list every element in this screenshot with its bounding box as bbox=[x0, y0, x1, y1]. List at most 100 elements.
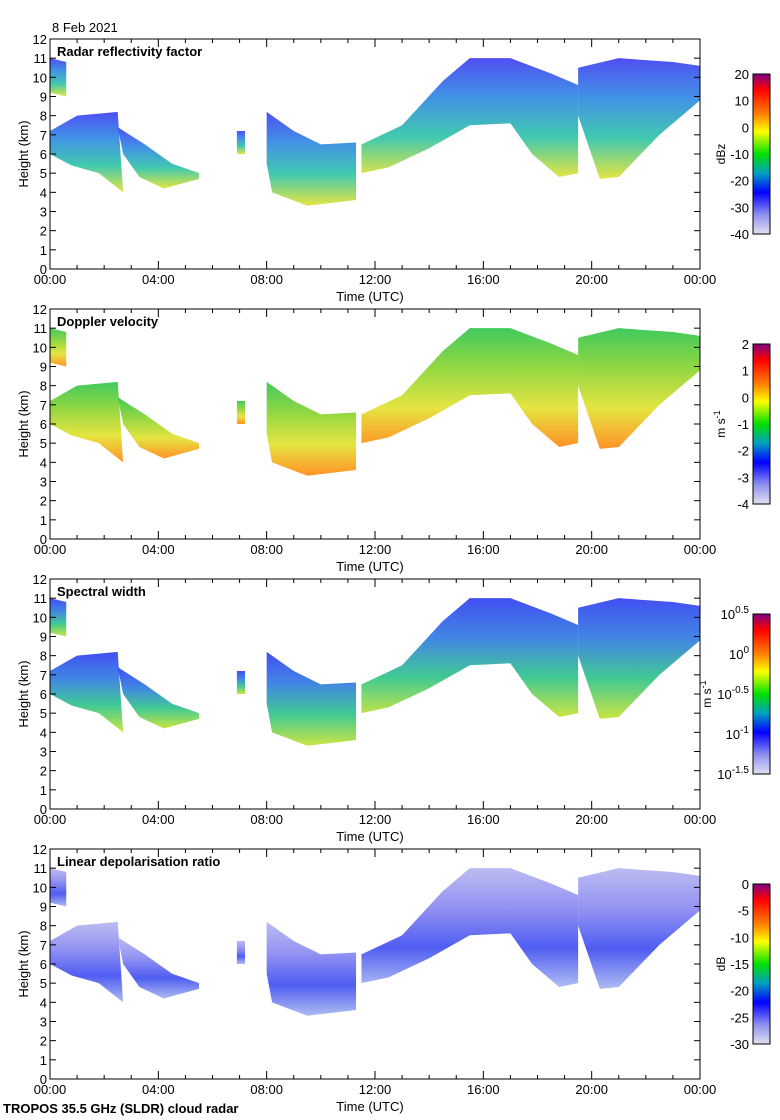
x-tick-label: 08:00 bbox=[250, 812, 283, 827]
cloud-region bbox=[236, 941, 245, 964]
cloud-region bbox=[117, 937, 199, 999]
y-tick-label: 2 bbox=[40, 494, 47, 509]
y-tick-label: 9 bbox=[40, 360, 47, 375]
x-tick-label: 16:00 bbox=[467, 812, 500, 827]
y-axis-label: Height (km) bbox=[16, 660, 31, 727]
x-tick-label: 00:00 bbox=[34, 542, 67, 557]
x-tick-label: 04:00 bbox=[142, 542, 175, 557]
y-tick-label: 3 bbox=[40, 205, 47, 220]
y-axis-label: Height (km) bbox=[16, 390, 31, 457]
x-tick-label: 00:00 bbox=[684, 542, 717, 557]
y-tick-label: 11 bbox=[34, 861, 48, 876]
y-tick-label: 5 bbox=[40, 166, 47, 181]
y-tick-label: 8 bbox=[40, 919, 47, 934]
x-axis-label: Time (UTC) bbox=[336, 829, 403, 844]
colorbar bbox=[752, 613, 771, 775]
y-tick-label: 3 bbox=[40, 745, 47, 760]
panel-title: Linear depolarisation ratio bbox=[57, 854, 220, 869]
exponent: -1 bbox=[740, 725, 749, 736]
x-tick-label: 16:00 bbox=[467, 272, 500, 287]
x-tick-label: 04:00 bbox=[142, 812, 175, 827]
y-tick-label: 1 bbox=[40, 1053, 47, 1068]
cloud-region bbox=[266, 651, 357, 746]
colorbar-tick-label: -25 bbox=[730, 1010, 749, 1025]
y-tick-label: 8 bbox=[40, 109, 47, 124]
colorbar-tick-label: 2 bbox=[742, 337, 749, 352]
y-tick-label: 6 bbox=[40, 687, 47, 702]
x-tick-label: 12:00 bbox=[359, 542, 392, 557]
exponent: -1 bbox=[698, 680, 708, 688]
panel-title: Spectral width bbox=[57, 584, 146, 599]
y-tick-label: 11 bbox=[34, 51, 48, 66]
y-tick-label: 0 bbox=[40, 802, 47, 817]
colorbar-tick-label: -1 bbox=[737, 417, 749, 432]
cloud-region bbox=[361, 598, 579, 717]
x-tick-label: 08:00 bbox=[250, 1082, 283, 1097]
exponent: 0.5 bbox=[735, 605, 749, 616]
y-tick-label: 12 bbox=[33, 302, 47, 317]
y-tick-label: 11 bbox=[34, 591, 48, 606]
y-tick-label: 8 bbox=[40, 379, 47, 394]
x-tick-label: 20:00 bbox=[575, 812, 608, 827]
colorbar-tick-label: 0 bbox=[742, 877, 749, 892]
x-tick-label: 12:00 bbox=[359, 812, 392, 827]
colorbar-label: m s-1 bbox=[698, 680, 714, 707]
y-tick-label: 5 bbox=[40, 976, 47, 991]
y-tick-label: 1 bbox=[40, 243, 47, 258]
x-tick-label: 00:00 bbox=[684, 1082, 717, 1097]
colorbar bbox=[752, 73, 771, 235]
cloud-region bbox=[578, 58, 700, 179]
y-axis-label: Height (km) bbox=[16, 120, 31, 187]
exponent: 0 bbox=[743, 645, 749, 656]
cloud-region bbox=[266, 381, 357, 476]
colorbar-tick-label: 0 bbox=[742, 120, 749, 135]
x-tick-label: 08:00 bbox=[250, 272, 283, 287]
colorbar-tick-label: 20 bbox=[735, 67, 749, 82]
colorbar-tick-label: -2 bbox=[737, 444, 749, 459]
y-tick-label: 10 bbox=[33, 70, 47, 85]
colorbar-tick-label: -15 bbox=[730, 957, 749, 972]
colorbar-tick-label: -10 bbox=[730, 930, 749, 945]
y-tick-label: 4 bbox=[40, 725, 47, 740]
y-tick-label: 10 bbox=[33, 880, 47, 895]
y-axis-label: Height (km) bbox=[16, 930, 31, 997]
y-tick-label: 7 bbox=[40, 128, 47, 143]
colorbar-tick-label: -20 bbox=[730, 984, 749, 999]
cloud-region bbox=[117, 667, 199, 729]
y-tick-label: 7 bbox=[40, 668, 47, 683]
x-tick-label: 00:00 bbox=[684, 812, 717, 827]
cloud-region bbox=[50, 868, 67, 907]
y-tick-label: 9 bbox=[40, 90, 47, 105]
cloud-region bbox=[361, 868, 579, 987]
y-tick-label: 7 bbox=[40, 398, 47, 413]
y-tick-label: 3 bbox=[40, 475, 47, 490]
colorbar-tick-label: -10 bbox=[730, 147, 749, 162]
cloud-region bbox=[236, 131, 245, 154]
x-tick-label: 16:00 bbox=[467, 1082, 500, 1097]
y-tick-label: 6 bbox=[40, 957, 47, 972]
y-tick-label: 8 bbox=[40, 649, 47, 664]
x-tick-label: 20:00 bbox=[575, 542, 608, 557]
cloud-region bbox=[266, 921, 357, 1016]
cloud-region bbox=[117, 127, 199, 189]
colorbar-tick-label: 100 bbox=[729, 645, 749, 662]
y-tick-label: 11 bbox=[34, 321, 48, 336]
y-tick-label: 3 bbox=[40, 1015, 47, 1030]
y-tick-label: 12 bbox=[33, 842, 47, 857]
x-tick-label: 00:00 bbox=[34, 1082, 67, 1097]
colorbar-tick-label: -30 bbox=[730, 200, 749, 215]
y-tick-label: 0 bbox=[40, 532, 47, 547]
cloud-region bbox=[50, 58, 67, 97]
cloud-region bbox=[50, 651, 124, 733]
y-tick-label: 4 bbox=[40, 185, 47, 200]
colorbar bbox=[752, 343, 771, 505]
y-tick-label: 2 bbox=[40, 1034, 47, 1049]
colorbar-label: dB bbox=[714, 957, 728, 972]
y-tick-label: 9 bbox=[40, 900, 47, 915]
colorbar-tick-label: 1 bbox=[742, 364, 749, 379]
